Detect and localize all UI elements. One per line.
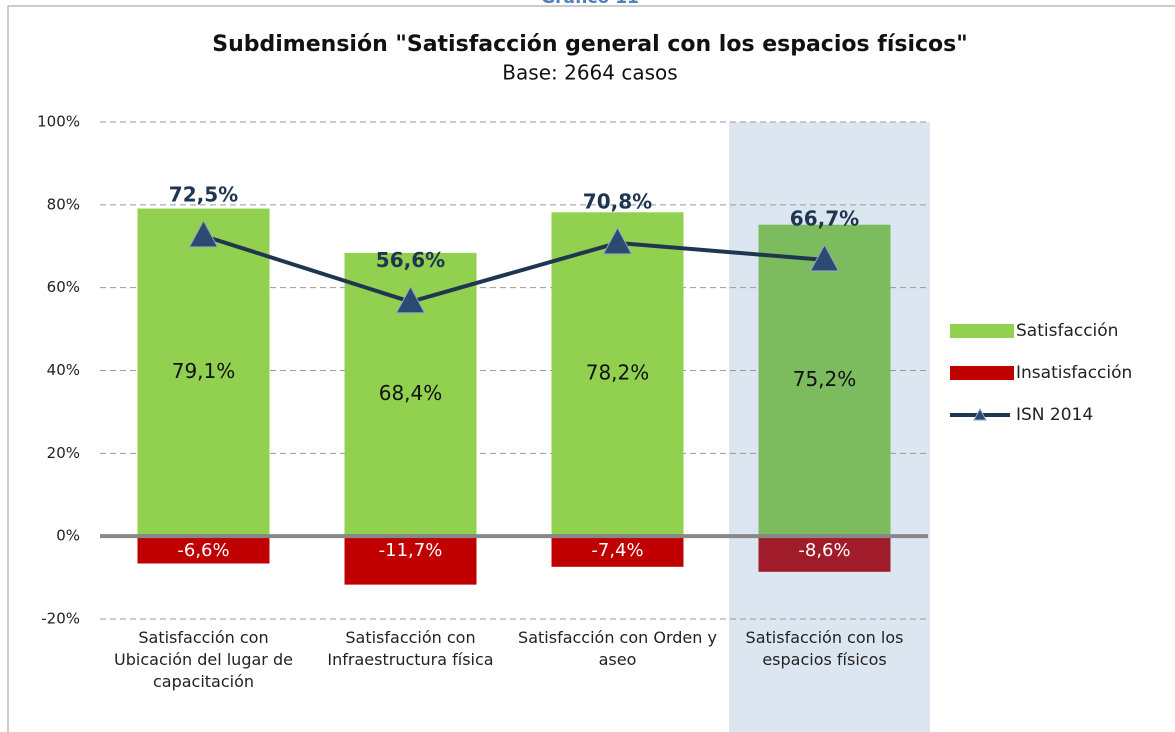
bar <box>551 536 684 567</box>
data-label: 70,8% <box>583 189 652 213</box>
legend-marker <box>973 407 987 421</box>
data-label: 79,1% <box>172 359 236 383</box>
frame <box>7 5 1175 732</box>
y-tick-label: 40% <box>47 361 80 379</box>
data-label: -8,6% <box>798 540 850 561</box>
line-marker <box>395 285 426 314</box>
bar <box>551 212 684 537</box>
caption: Gráfico 11 <box>541 0 639 8</box>
data-label: -6,6% <box>177 540 229 561</box>
y-tick-label: 0% <box>56 527 80 545</box>
legend-swatch <box>950 366 1014 380</box>
line-marker <box>188 219 219 248</box>
data-label: -7,4% <box>591 540 643 561</box>
data-label: 78,2% <box>586 361 650 385</box>
x-tick-label: Satisfacción con Orden y aseo <box>518 628 717 669</box>
bar <box>758 536 891 572</box>
y-tick-label: 20% <box>47 444 80 462</box>
legend-label: Satisfacción <box>1016 321 1118 341</box>
y-tick-label: 60% <box>47 278 80 296</box>
legend-label: ISN 2014 <box>1016 405 1093 425</box>
x-tick-label: Satisfacción con Infraestructura física <box>327 628 494 669</box>
legend-swatch <box>950 324 1014 338</box>
line-marker <box>809 243 840 272</box>
legend-label: Insatisfacción <box>1016 363 1132 383</box>
data-label: 75,2% <box>793 367 857 391</box>
line <box>202 233 825 304</box>
bar <box>758 224 891 537</box>
line-marker <box>602 226 633 255</box>
bar <box>137 208 270 537</box>
y-tick-label: -20% <box>41 610 80 628</box>
bar <box>344 536 477 585</box>
data-label: 66,7% <box>790 206 859 230</box>
data-label: -11,7% <box>379 540 443 561</box>
bar <box>137 536 270 564</box>
x-tick-label: Satisfacción con los espacios físicos <box>745 628 904 669</box>
chart-subtitle: Base: 2664 casos <box>502 61 677 85</box>
y-tick-label: 100% <box>37 113 80 131</box>
chart-title: Subdimensión "Satisfacción general con l… <box>212 32 967 57</box>
y-tick-label: 80% <box>47 195 80 213</box>
data-label: 68,4% <box>379 381 443 405</box>
data-label: 72,5% <box>169 182 238 206</box>
x-tick-label: Satisfacción con Ubicación del lugar de … <box>114 628 293 691</box>
data-label: 56,6% <box>376 248 445 272</box>
